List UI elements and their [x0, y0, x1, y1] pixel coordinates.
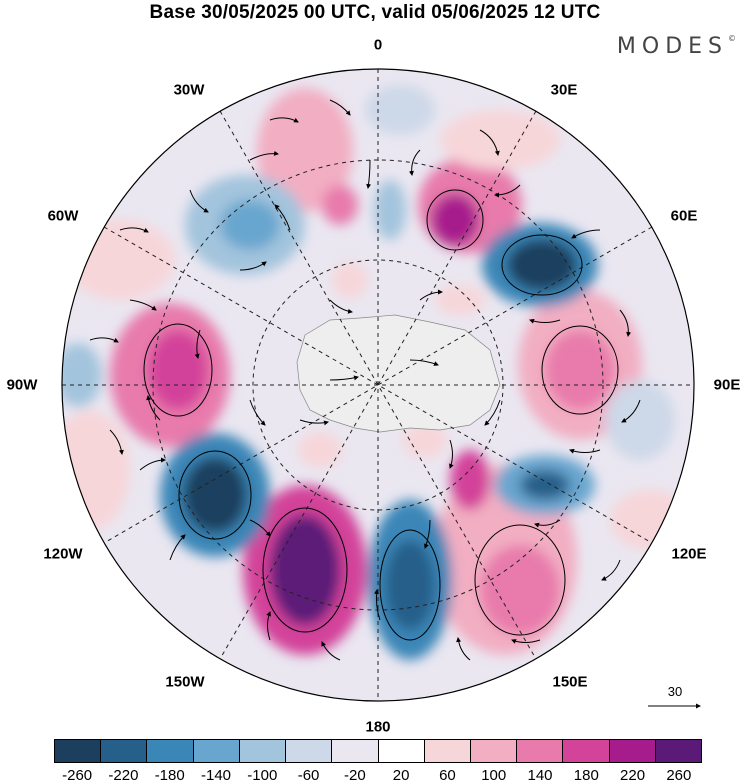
colorbar-tick-label: 180	[573, 767, 599, 784]
lon-label-30e: 30E	[550, 81, 578, 99]
colorbar-swatch	[55, 740, 102, 762]
map-boundary	[61, 68, 695, 702]
colorbar-tick-label: 60	[439, 767, 456, 784]
lon-label-150w: 150W	[165, 673, 205, 691]
lon-label-60w: 60W	[47, 207, 79, 225]
lon-label-60e: 60E	[670, 207, 698, 225]
copyright-mark: ©	[728, 34, 736, 43]
wind-vectors	[89, 99, 641, 661]
brand-name: MODES	[616, 34, 728, 59]
lon-label-120w: 120W	[43, 545, 83, 563]
colorbar-tick-label: -60	[297, 767, 320, 784]
colorbar-tick-label: -220	[108, 767, 139, 784]
colorbar-swatch	[517, 740, 564, 762]
colorbar-tick-label: 220	[620, 767, 646, 784]
colorbar-tick-label: -140	[200, 767, 232, 784]
map-title: Base 30/05/2025 00 UTC, valid 05/06/2025…	[149, 2, 601, 23]
colorbar-tick-label: -260	[62, 767, 93, 784]
lon-label-90e: 90E	[713, 376, 741, 394]
colorbar-ticks: -260 -220 -180 -140 -100 -60 -20 20 60 100 140 180 2…	[0, 767, 750, 784]
vector-key-label: 30	[667, 684, 683, 699]
colorbar-swatch	[655, 740, 702, 762]
brand-logo: MODES©	[617, 34, 736, 59]
colorbar-tick-label: -20	[344, 767, 366, 784]
colorbar-swatch	[424, 740, 471, 762]
colorbar-swatch	[193, 740, 240, 762]
colorbar	[54, 739, 702, 763]
polar-map	[61, 68, 701, 709]
lon-label-90w: 90W	[6, 376, 38, 394]
colorbar-swatch	[101, 740, 148, 762]
lon-label-30w: 30W	[173, 81, 205, 99]
colorbar-tick-label: 260	[666, 767, 692, 784]
vector-key: 30	[645, 684, 705, 724]
colorbar-swatch	[563, 740, 610, 762]
colorbar-swatch	[147, 740, 194, 762]
colorbar-swatch	[470, 740, 518, 762]
colorbar-swatch	[239, 740, 287, 762]
map-disc	[62, 69, 694, 701]
lon-label-180: 180	[365, 718, 391, 736]
lon-label-120e: 120E	[671, 545, 707, 563]
colorbar-tick-label: -100	[247, 767, 278, 784]
colorbar-tick-label: 100	[481, 767, 507, 784]
colorbar-swatch	[286, 740, 333, 762]
contours	[143, 189, 619, 641]
colorbar-swatch	[378, 740, 425, 762]
lon-label-150e: 150E	[552, 673, 588, 691]
lon-label-0: 0	[373, 36, 383, 54]
graticule	[62, 69, 694, 701]
colorbar-tick-label: 20	[392, 767, 410, 784]
colorbar-tick-label: 140	[527, 767, 553, 784]
colorbar-tick-label: -180	[154, 767, 185, 784]
colorbar-swatch	[609, 740, 656, 762]
colorbar-swatch	[332, 740, 379, 762]
